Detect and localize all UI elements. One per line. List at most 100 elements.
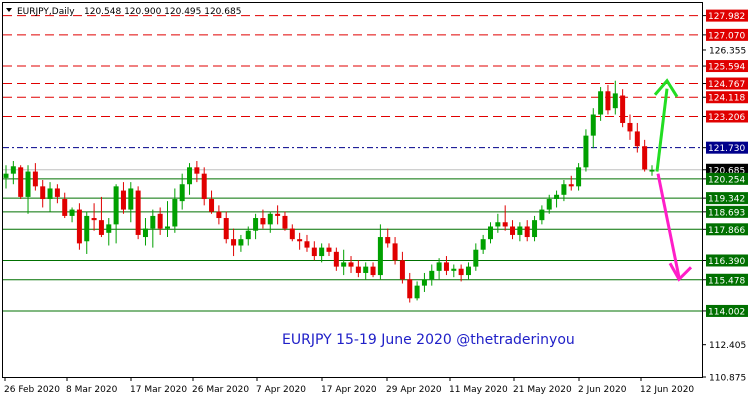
candle-bull	[179, 184, 185, 202]
candle-bear	[62, 199, 68, 216]
candle-bull	[106, 224, 112, 233]
candle-bull	[539, 209, 545, 221]
price-axis: 127.982 127.070 125.594 124.767 124.118 123.2…	[702, 9, 748, 384]
price-tag-label: 119.342	[708, 195, 745, 205]
price-tag-label: 125.594	[708, 63, 745, 73]
chart-watermark: EURJPY 15-19 June 2020 @thetraderinyou	[282, 332, 575, 348]
price-tag-bg	[706, 9, 748, 22]
candle-bear	[326, 247, 332, 252]
price-tag-label: 127.070	[708, 31, 745, 41]
price-tag-bg	[706, 91, 748, 104]
candle-bull	[3, 173, 9, 178]
candle-bull	[561, 184, 567, 195]
date-tick-label: 17 Mar 2020	[130, 385, 187, 395]
candle-bear	[568, 184, 574, 187]
candle-bear	[157, 213, 163, 229]
candle-bull	[590, 114, 596, 136]
candle-bull	[172, 199, 178, 227]
price-tag-label: 120.685	[708, 166, 745, 176]
candle-bull	[377, 237, 383, 276]
date-tick-label: 8 Mar 2020	[66, 385, 118, 395]
candle-bear	[289, 228, 295, 240]
candle-bull	[429, 270, 435, 280]
candle-bull	[363, 266, 369, 273]
price-tick-label: 110.875	[709, 374, 746, 384]
date-tick-label: 26 Mar 2020	[192, 385, 249, 395]
candle-bull	[451, 268, 457, 271]
price-tag-label: 127.982	[708, 12, 745, 22]
date-tick-label: 26 Feb 2020	[4, 385, 60, 395]
date-tick-label: 12 Jun 2020	[640, 385, 694, 395]
candle-bear	[135, 190, 141, 235]
candle-bull	[10, 166, 16, 174]
candle-bear	[605, 91, 611, 111]
candle-bear	[282, 215, 288, 229]
candle-bull	[649, 169, 655, 172]
candle-bear	[458, 268, 464, 276]
candle-bear	[76, 209, 82, 244]
candle-bull	[495, 222, 501, 227]
candle-bear	[260, 218, 266, 225]
candle-bull	[414, 285, 420, 299]
candle-bear	[333, 251, 339, 267]
time-axis: 26 Feb 2020 8 Mar 2020 17 Mar 2020 26 Mar 2…	[4, 377, 694, 395]
candle-bull	[421, 279, 427, 286]
candle-bull	[165, 226, 170, 229]
price-tag-bg	[706, 192, 748, 205]
price-tag-bg	[706, 60, 748, 73]
date-tick-label: 2 Jun 2020	[578, 385, 627, 395]
candle-bear	[54, 188, 60, 197]
price-tag-label: 124.767	[708, 80, 745, 90]
candle-bear	[510, 226, 516, 235]
candle-bear	[32, 171, 38, 187]
candle-bear	[275, 213, 281, 216]
candle-bull	[84, 215, 90, 242]
price-tick-label: 112.405	[709, 341, 746, 351]
price-tag-label: 115.478	[708, 276, 745, 286]
candle-bear	[311, 247, 317, 257]
candles-layer	[3, 80, 655, 303]
candle-bull	[488, 226, 493, 240]
candle-bear	[201, 173, 207, 200]
candle-bull	[554, 194, 560, 200]
price-tag-label: 123.206	[708, 113, 745, 123]
price-tag-bg	[706, 223, 748, 236]
candle-bull	[465, 266, 471, 276]
candle-bear	[642, 146, 648, 170]
down-arrow-shaft	[656, 173, 681, 278]
candle-bull	[187, 167, 193, 185]
candle-bear	[443, 262, 449, 271]
price-tick-label: 126.355	[709, 46, 746, 56]
price-tag-bg	[706, 141, 748, 154]
candle-bull	[150, 215, 156, 229]
price-tag-label: 117.866	[708, 226, 745, 236]
candle-bear	[620, 95, 626, 123]
candle-bull	[598, 91, 604, 115]
date-tick-label: 21 May 2020	[513, 385, 572, 395]
ohlc-label: 120.548 120.900 120.495 120.685	[84, 7, 241, 17]
candle-bull	[245, 230, 251, 240]
candle-bull	[576, 167, 582, 187]
price-tag-bg	[706, 205, 748, 218]
price-tag-bg	[706, 28, 748, 41]
candle-bear	[355, 266, 361, 273]
date-tick-label: 7 Apr 2020	[256, 385, 306, 395]
candle-bear	[91, 218, 97, 221]
symbol-label: EURJPY,Daily	[17, 7, 75, 17]
candle-bull	[47, 188, 53, 200]
price-tag-label: 121.730	[708, 144, 745, 154]
candle-bear	[120, 190, 126, 210]
candle-bull	[319, 247, 325, 257]
price-tag-bg	[706, 304, 748, 317]
candle-bull	[142, 228, 148, 238]
candle-bull	[253, 218, 259, 231]
candle-bear	[216, 211, 222, 219]
collapse-triangle-icon[interactable]	[6, 8, 12, 12]
candle-bear	[209, 199, 215, 212]
price-tag-label: 118.693	[708, 208, 745, 218]
date-tick-label: 11 May 2020	[449, 385, 508, 395]
candle-bull	[436, 262, 442, 271]
candle-bear	[627, 122, 633, 132]
